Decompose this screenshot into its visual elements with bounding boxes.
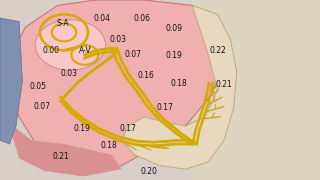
Text: 0.21: 0.21	[216, 80, 232, 89]
Text: 0.04: 0.04	[94, 14, 111, 23]
Polygon shape	[6, 0, 230, 173]
Polygon shape	[122, 5, 237, 169]
Text: 0.18: 0.18	[100, 141, 117, 150]
Text: 0.09: 0.09	[166, 24, 183, 33]
Text: 0.05: 0.05	[30, 82, 47, 91]
Text: 0.17: 0.17	[120, 124, 136, 133]
Text: 0.22: 0.22	[209, 46, 226, 55]
Text: 0.07: 0.07	[33, 102, 50, 111]
Text: 0.03: 0.03	[60, 69, 77, 78]
Text: A-V: A-V	[78, 46, 91, 55]
Text: 0.21: 0.21	[52, 152, 69, 161]
Text: S-A: S-A	[56, 19, 69, 28]
Text: 0.19: 0.19	[166, 51, 183, 60]
Polygon shape	[0, 18, 22, 144]
Text: 0.19: 0.19	[73, 124, 90, 133]
Polygon shape	[192, 0, 320, 180]
Text: 0.06: 0.06	[134, 14, 151, 23]
Text: 0.03: 0.03	[110, 35, 127, 44]
Text: 0.07: 0.07	[124, 50, 141, 59]
Text: 0.18: 0.18	[171, 79, 188, 88]
Text: 0.20: 0.20	[140, 166, 157, 176]
Text: 0.16: 0.16	[137, 71, 154, 80]
Text: 0.17: 0.17	[156, 103, 173, 112]
Text: 0.00: 0.00	[43, 46, 60, 55]
Polygon shape	[6, 117, 122, 176]
Ellipse shape	[35, 20, 106, 70]
